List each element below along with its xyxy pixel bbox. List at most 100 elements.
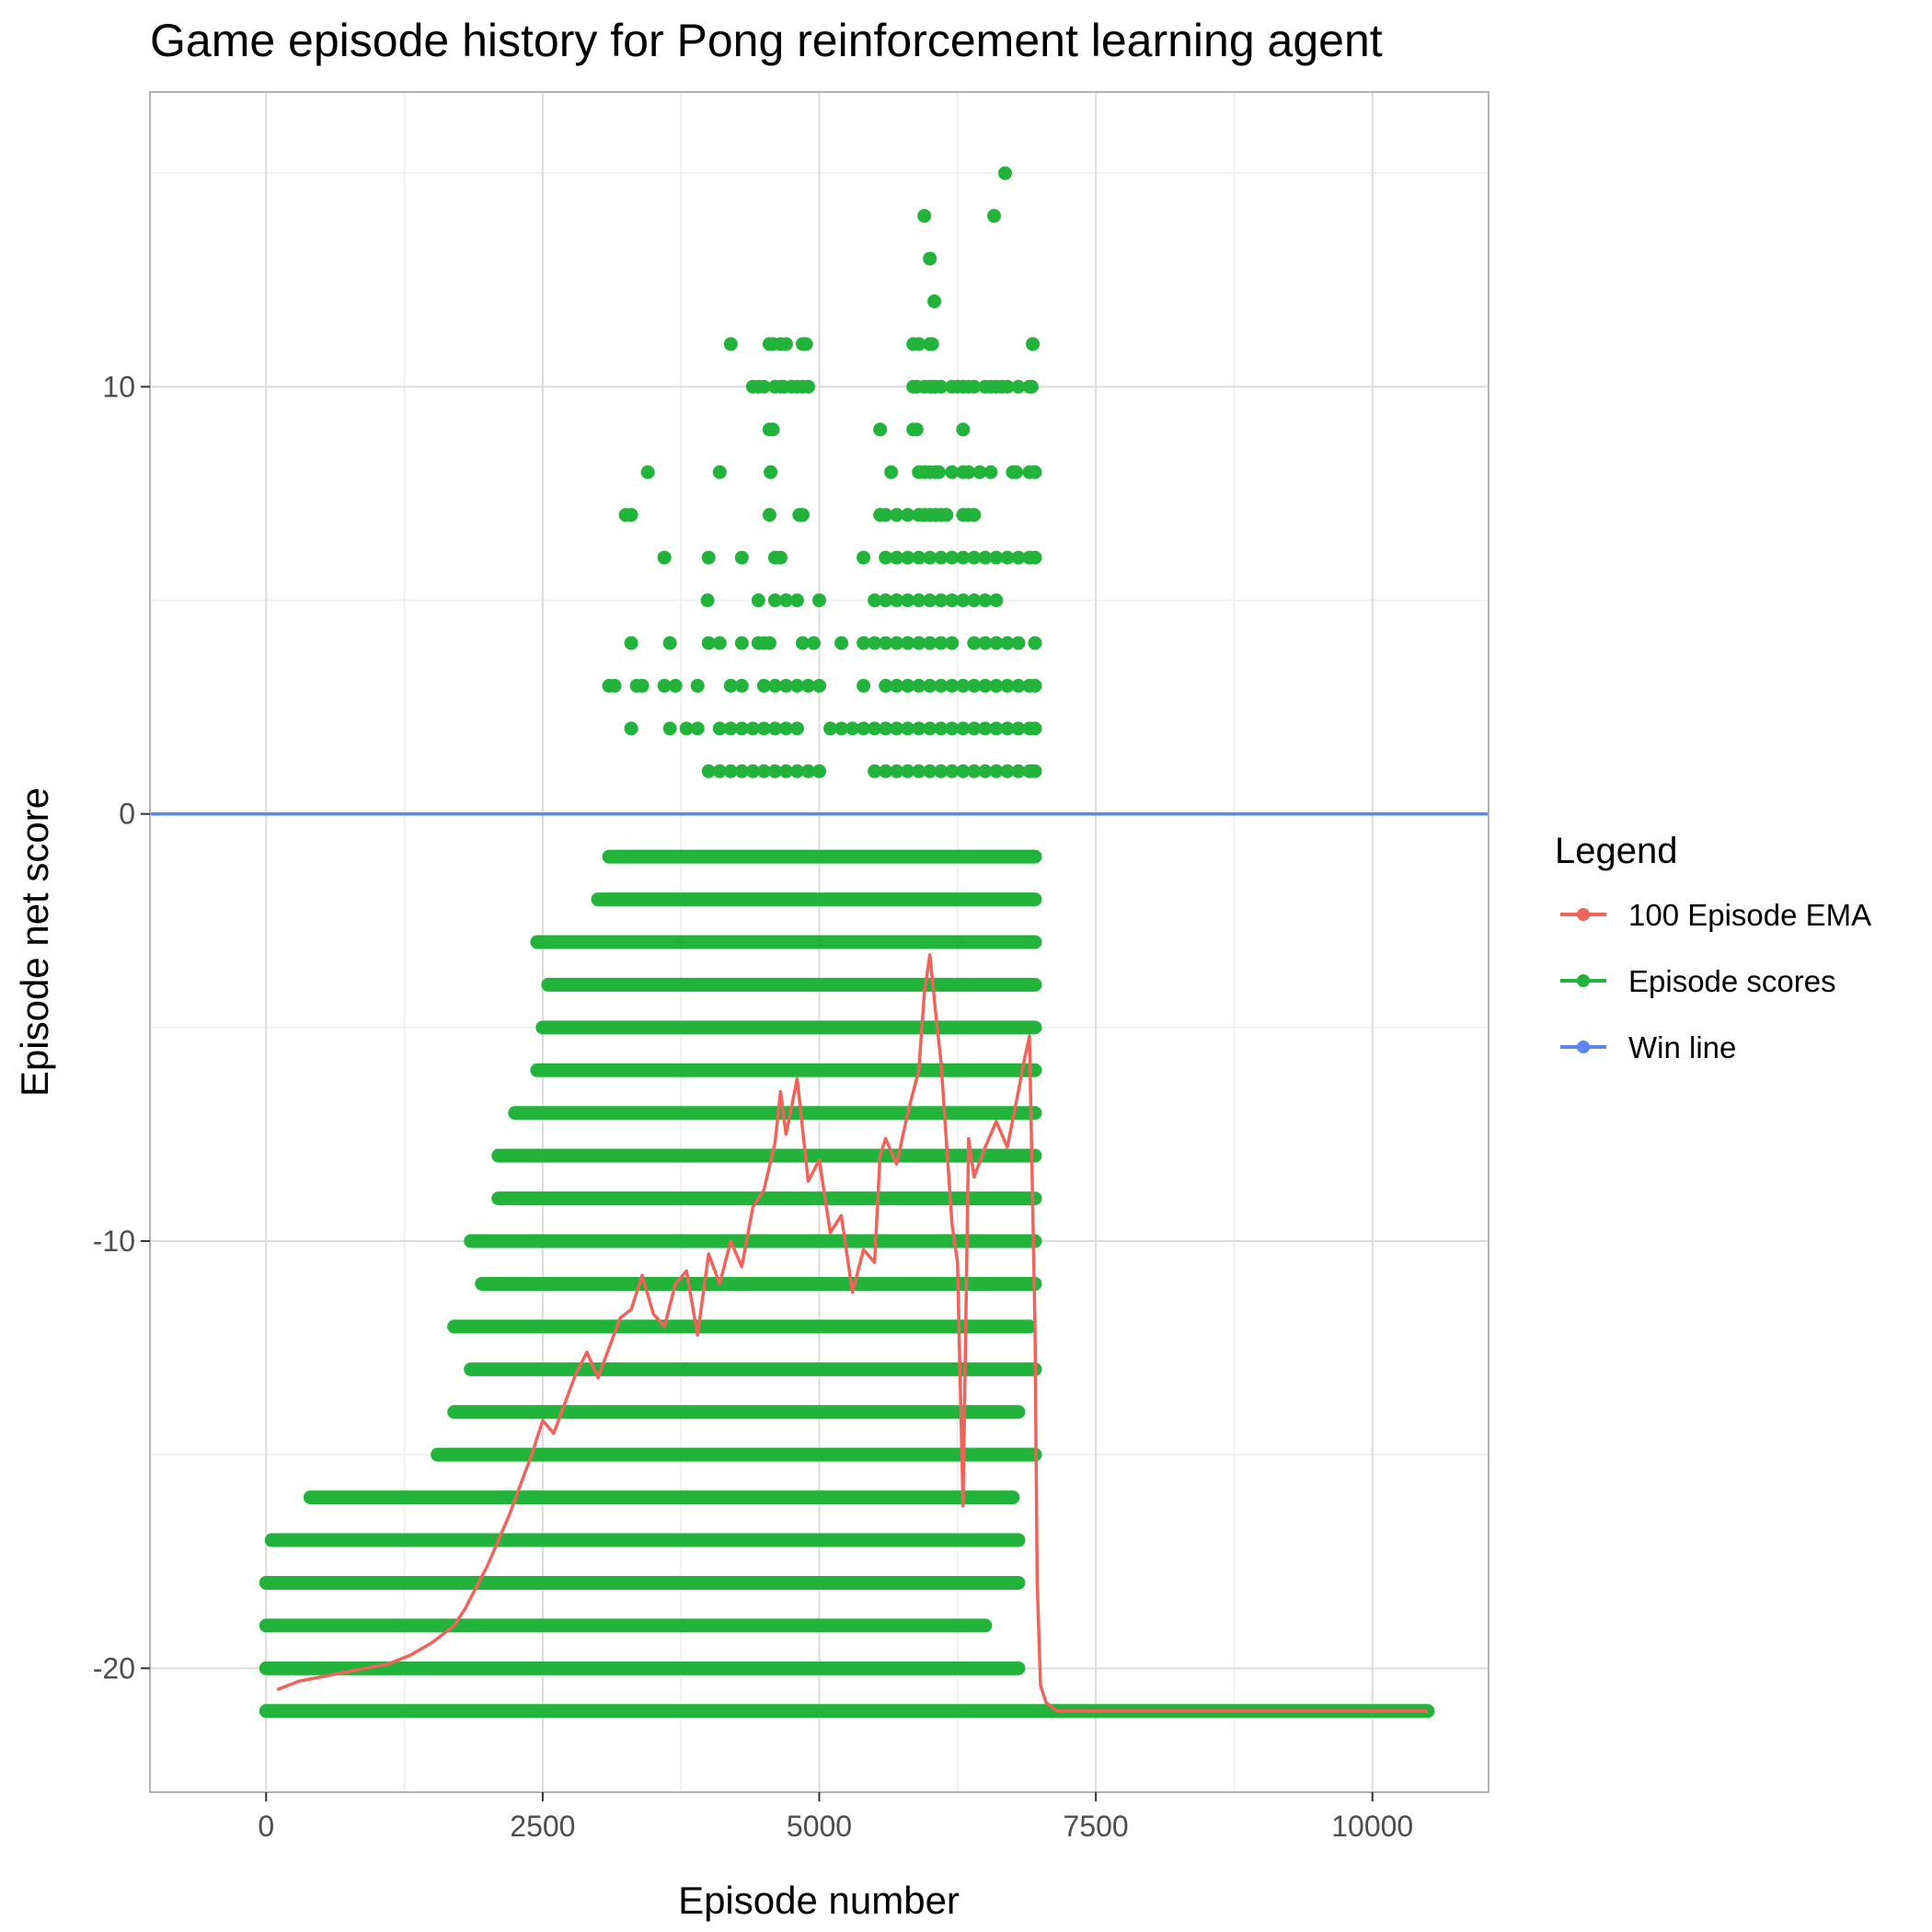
score-point bbox=[723, 337, 738, 351]
score-point bbox=[879, 764, 893, 778]
score-point bbox=[931, 465, 946, 479]
score-point bbox=[607, 678, 622, 693]
score-point bbox=[967, 636, 982, 650]
legend-label-scores: Episode scores bbox=[1628, 964, 1836, 998]
score-point bbox=[723, 678, 738, 693]
score-point bbox=[923, 550, 937, 565]
score-point bbox=[668, 678, 683, 693]
score-point bbox=[901, 636, 915, 650]
score-point bbox=[657, 678, 672, 693]
score-point bbox=[1011, 550, 1026, 565]
score-point bbox=[912, 636, 926, 650]
score-point bbox=[857, 678, 871, 693]
score-point bbox=[934, 764, 949, 778]
score-point bbox=[635, 678, 650, 693]
chart-title: Game episode history for Pong reinforcem… bbox=[150, 15, 1383, 66]
score-point bbox=[765, 422, 780, 437]
score-point bbox=[778, 678, 793, 693]
ema-line bbox=[276, 953, 1428, 1713]
score-point bbox=[712, 465, 727, 479]
score-point bbox=[1024, 379, 1039, 394]
score-point bbox=[1000, 678, 1015, 693]
score-point bbox=[799, 337, 813, 351]
score-point bbox=[967, 508, 982, 523]
score-point bbox=[923, 636, 937, 650]
x-tick-label: 10000 bbox=[1331, 1810, 1413, 1843]
legend-item-win: Win line bbox=[1560, 1030, 1736, 1064]
score-point bbox=[890, 764, 904, 778]
score-point bbox=[1028, 465, 1042, 479]
score-point bbox=[884, 465, 899, 479]
score-point bbox=[778, 337, 793, 351]
score-point bbox=[789, 764, 804, 778]
score-point bbox=[1028, 764, 1042, 778]
score-point bbox=[756, 721, 771, 736]
score-point bbox=[701, 636, 716, 650]
x-axis: 0 2500 5000 7500 10000 bbox=[258, 1792, 1413, 1843]
legend-key-ema-dot bbox=[1577, 908, 1590, 921]
score-point bbox=[1011, 379, 1026, 394]
score-point bbox=[1000, 636, 1015, 650]
score-point bbox=[912, 593, 926, 608]
score-point bbox=[956, 678, 971, 693]
score-point bbox=[901, 508, 915, 523]
x-tick-label: 5000 bbox=[787, 1810, 852, 1843]
score-point bbox=[1011, 764, 1026, 778]
score-point bbox=[845, 721, 860, 736]
score-point bbox=[890, 508, 904, 523]
score-point bbox=[657, 550, 672, 565]
x-axis-title: Episode number bbox=[678, 1879, 960, 1922]
score-point bbox=[701, 764, 716, 778]
score-point bbox=[868, 593, 882, 608]
score-point bbox=[890, 721, 904, 736]
score-point bbox=[945, 465, 960, 479]
score-point bbox=[745, 721, 760, 736]
score-point bbox=[624, 721, 638, 736]
score-point bbox=[989, 636, 1004, 650]
score-point bbox=[789, 721, 804, 736]
score-point bbox=[912, 764, 926, 778]
score-point bbox=[624, 508, 638, 523]
score-point bbox=[879, 550, 893, 565]
score-point bbox=[978, 764, 993, 778]
score-point bbox=[756, 379, 771, 394]
score-point bbox=[857, 550, 871, 565]
score-point bbox=[751, 593, 765, 608]
score-point bbox=[945, 636, 960, 650]
score-point bbox=[989, 721, 1004, 736]
score-point bbox=[967, 379, 982, 394]
y-tick-label: -10 bbox=[93, 1225, 135, 1258]
score-point bbox=[756, 678, 771, 693]
score-point bbox=[857, 721, 871, 736]
score-point bbox=[912, 721, 926, 736]
score-point bbox=[795, 508, 810, 523]
score-point bbox=[712, 721, 727, 736]
y-axis-title: Episode net score bbox=[13, 788, 56, 1097]
score-point bbox=[945, 678, 960, 693]
y-tick-label: -20 bbox=[93, 1651, 135, 1685]
episode-scores-series bbox=[259, 166, 1435, 1719]
score-point bbox=[767, 764, 782, 778]
score-point bbox=[690, 678, 705, 693]
score-point bbox=[972, 465, 987, 479]
legend-label-ema: 100 Episode EMA bbox=[1628, 898, 1871, 932]
score-point bbox=[945, 593, 960, 608]
score-point bbox=[956, 422, 971, 437]
score-point bbox=[934, 721, 949, 736]
y-tick-label: 10 bbox=[102, 370, 135, 403]
score-point bbox=[923, 721, 937, 736]
score-point bbox=[989, 764, 1004, 778]
score-point bbox=[873, 422, 888, 437]
score-point bbox=[956, 550, 971, 565]
score-point bbox=[901, 721, 915, 736]
score-point bbox=[734, 721, 749, 736]
score-point bbox=[762, 508, 776, 523]
score-point bbox=[978, 550, 993, 565]
legend-item-scores: Episode scores bbox=[1560, 964, 1836, 998]
score-point bbox=[890, 550, 904, 565]
score-point bbox=[989, 678, 1004, 693]
score-point bbox=[789, 678, 804, 693]
score-point bbox=[767, 721, 782, 736]
score-point bbox=[925, 337, 939, 351]
